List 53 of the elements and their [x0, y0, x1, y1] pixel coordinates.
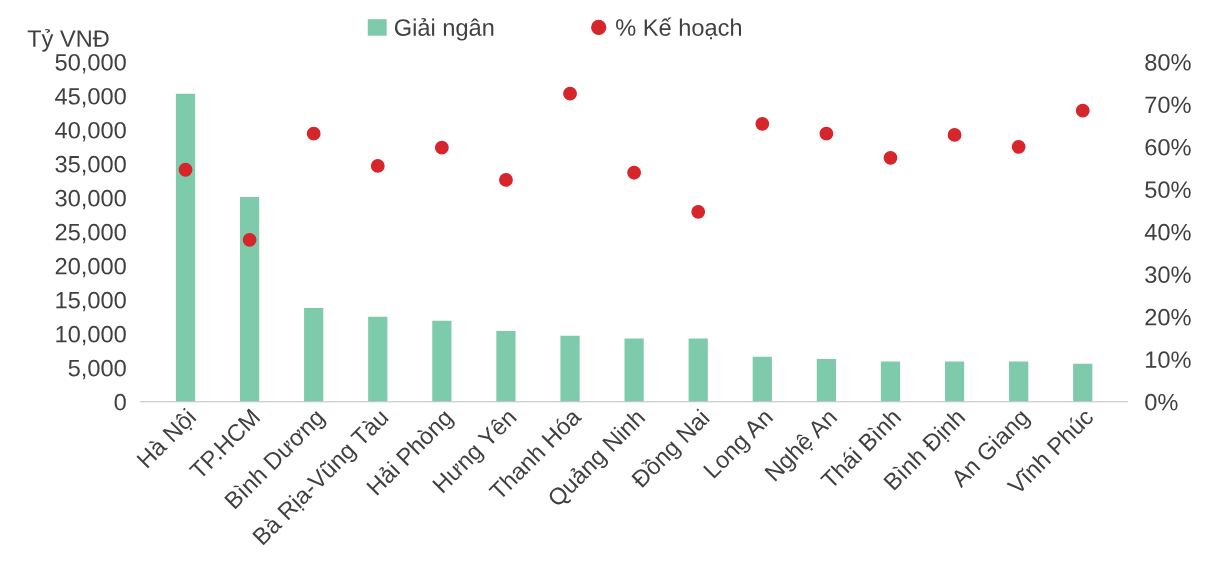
point: [306, 126, 321, 141]
point: [370, 159, 385, 173]
y-tick-label: 5,000: [68, 359, 126, 380]
point: [434, 140, 449, 155]
bar: [239, 197, 260, 402]
bar: [752, 356, 772, 402]
y2-tick-label: 10%: [1146, 351, 1191, 369]
point: [563, 86, 577, 101]
bar: [816, 358, 836, 402]
bar: [304, 307, 324, 402]
point: [819, 126, 834, 141]
bar: [496, 331, 516, 402]
point: [499, 173, 513, 187]
point: [627, 165, 642, 180]
y2-tick-label: 30%: [1145, 266, 1191, 284]
y-tick-label: 45,000: [55, 87, 126, 108]
bar: [944, 361, 965, 402]
point: [883, 150, 898, 165]
bar: [1073, 363, 1093, 402]
bar: [624, 338, 644, 402]
y2-tick-label: 20%: [1145, 308, 1191, 326]
legend-label: Giải ngân: [394, 18, 494, 41]
y-tick-label: 0: [114, 393, 126, 411]
y-tick-label: 20,000: [55, 257, 126, 278]
bar: [175, 93, 196, 402]
point: [755, 116, 770, 131]
y-tick-label: 15,000: [56, 291, 126, 312]
y-tick-label: 40,000: [55, 121, 126, 142]
bar: [560, 335, 580, 402]
y2-tick-label: 60%: [1145, 138, 1191, 156]
y2-tick-label: 40%: [1144, 223, 1191, 241]
y2-tick-label: 70%: [1145, 96, 1191, 114]
y-tick-label: 30,000: [55, 189, 126, 210]
y2-tick-label: 80%: [1145, 53, 1191, 71]
y2-tick-label: 50%: [1145, 181, 1191, 199]
point: [947, 128, 962, 142]
y-tick-label: 35,000: [55, 155, 126, 176]
point: [1075, 103, 1090, 118]
bar: [432, 320, 452, 402]
point: [178, 162, 193, 177]
point: [242, 232, 257, 247]
bar: [1009, 361, 1029, 402]
legend-label: % Kế hoạch: [616, 17, 742, 40]
point: [691, 204, 706, 219]
bar: [368, 316, 388, 402]
point: [1011, 139, 1026, 154]
y-tick-label: 10,000: [56, 325, 126, 346]
bar: [688, 338, 708, 402]
y2-tick-label: 0%: [1145, 393, 1178, 411]
y-tick-label: 25,000: [55, 223, 126, 244]
y-tick-label: 50,000: [55, 53, 126, 74]
bar: [880, 361, 901, 402]
y-axis-title: Tỷ VNĐ: [27, 28, 109, 52]
